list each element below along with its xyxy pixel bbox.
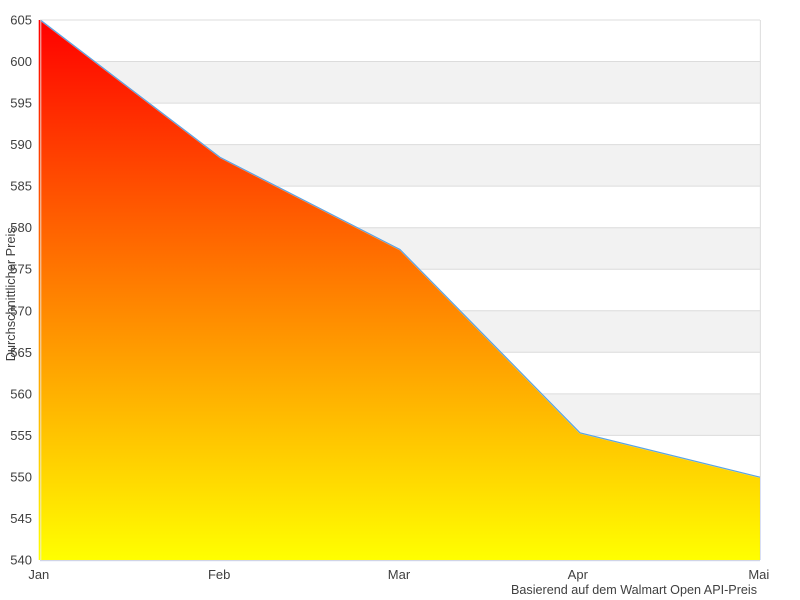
svg-text:Durchschnittlicher Preis: Durchschnittlicher Preis bbox=[3, 227, 18, 361]
svg-text:580: 580 bbox=[10, 220, 32, 235]
svg-text:Mai: Mai bbox=[748, 567, 769, 582]
svg-text:560: 560 bbox=[10, 386, 32, 401]
svg-text:595: 595 bbox=[10, 96, 32, 111]
svg-text:Feb: Feb bbox=[208, 567, 230, 582]
svg-text:585: 585 bbox=[10, 179, 32, 194]
svg-text:605: 605 bbox=[10, 13, 32, 28]
svg-text:550: 550 bbox=[10, 469, 32, 484]
svg-text:545: 545 bbox=[10, 511, 32, 526]
svg-text:590: 590 bbox=[10, 137, 32, 152]
svg-text:Basierend auf dem Walmart Open: Basierend auf dem Walmart Open API-Preis bbox=[511, 582, 757, 597]
svg-text:600: 600 bbox=[10, 54, 32, 69]
svg-text:540: 540 bbox=[10, 553, 32, 568]
svg-text:555: 555 bbox=[10, 428, 32, 443]
svg-text:Apr: Apr bbox=[568, 567, 589, 582]
svg-text:565: 565 bbox=[10, 345, 32, 360]
svg-text:575: 575 bbox=[10, 262, 32, 277]
svg-text:570: 570 bbox=[10, 303, 32, 318]
svg-text:Mar: Mar bbox=[388, 567, 411, 582]
svg-text:Jan: Jan bbox=[28, 567, 49, 582]
